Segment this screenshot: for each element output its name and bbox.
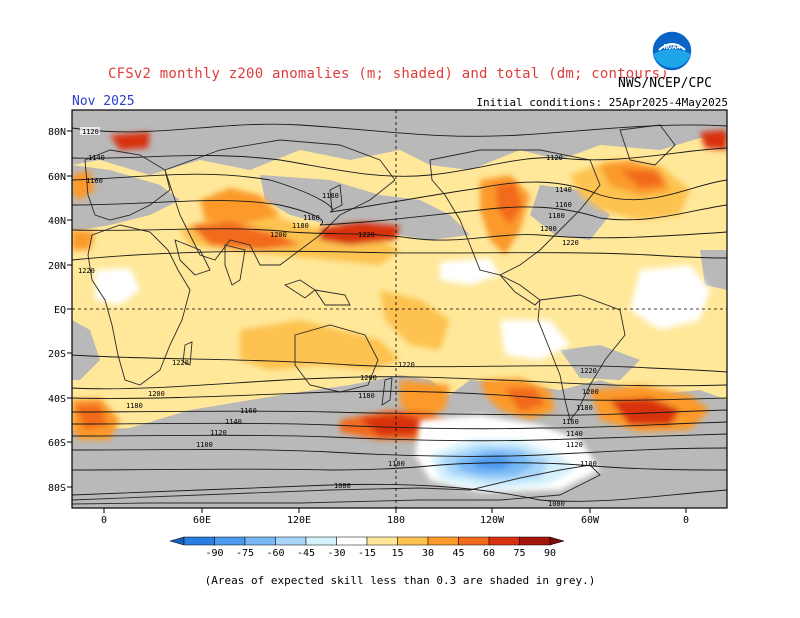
low-skill-mask <box>72 110 727 508</box>
contour-label: 1120 <box>82 128 99 136</box>
contour-label: 1180 <box>322 192 339 200</box>
contour-label: 1220 <box>562 239 579 247</box>
lon-label: 120W <box>480 515 505 526</box>
colorbar-label: -15 <box>358 548 376 559</box>
lon-label: 0 <box>683 515 689 526</box>
contour-label: 1180 <box>292 222 309 230</box>
contour-label: 1080 <box>334 482 351 490</box>
contour-label: 1140 <box>225 418 242 426</box>
contour-label: 1160 <box>555 201 572 209</box>
lat-label: 80N <box>48 127 66 138</box>
colorbar-label: 30 <box>422 548 434 559</box>
colorbar-swatch <box>305 536 337 546</box>
neutral-anomaly-shading <box>95 258 710 492</box>
contour-label: 1220 <box>580 367 597 375</box>
colorbar-label: -60 <box>266 548 284 559</box>
contour-label: 1120 <box>546 154 563 162</box>
negative-anomaly-shading <box>430 440 575 490</box>
lon-label: 180 <box>387 515 405 526</box>
contour-label: 1220 <box>398 361 415 369</box>
lat-label: 20N <box>48 261 66 272</box>
map-title: CFSv2 monthly z200 anomalies (m; shaded)… <box>108 66 669 82</box>
colorbar-label: 60 <box>483 548 495 559</box>
contour-label: 1200 <box>360 374 377 382</box>
lat-label: 80S <box>48 483 66 494</box>
contour-label: 1200 <box>148 390 165 398</box>
lon-label: 60E <box>193 515 211 526</box>
contour-label: 1220 <box>172 359 189 367</box>
contour-label: 1200 <box>582 388 599 396</box>
contour-label: 1160 <box>86 177 103 185</box>
forecast-month: Nov 2025 <box>72 94 135 109</box>
colorbar: -90 -75 -60 -45 -30 -15 15 30 45 60 75 90 <box>170 536 565 559</box>
noaa-logo-icon: NOAA <box>651 30 693 72</box>
colorbar-end-high <box>549 536 565 546</box>
coastlines <box>72 124 676 505</box>
colorbar-swatch <box>214 536 246 546</box>
contour-label: 1080 <box>548 500 565 508</box>
contour-label: 1140 <box>88 154 105 162</box>
colorbar-swatch <box>519 536 551 546</box>
lon-label: 60W <box>581 515 600 526</box>
latitude-axis: 80N 60N 40N 20N EQ 20S 40S 60S 80S <box>48 127 66 494</box>
skill-footnote: (Areas of expected skill less than 0.3 a… <box>204 574 596 587</box>
contour-label: 1120 <box>210 429 227 437</box>
colorbar-label: 90 <box>544 548 556 559</box>
contour-label: 1140 <box>555 186 572 194</box>
contour-label: 1160 <box>303 214 320 222</box>
contour-label: 1200 <box>540 225 557 233</box>
lat-label: 60S <box>48 438 66 449</box>
height-contours <box>72 123 727 502</box>
colorbar-label: -75 <box>236 548 254 559</box>
contour-label: 1100 <box>580 460 597 468</box>
colorbar-label: -45 <box>297 548 315 559</box>
lat-label: 40S <box>48 394 66 405</box>
lat-label: EQ <box>54 305 66 316</box>
colorbar-swatch <box>458 536 490 546</box>
contour-label: 1100 <box>388 460 405 468</box>
colorbar-swatch <box>366 536 398 546</box>
colorbar-label: -90 <box>205 548 223 559</box>
contour-label: 1180 <box>576 404 593 412</box>
positive-anomaly-shading <box>72 130 727 470</box>
contour-label: 1120 <box>566 441 583 449</box>
noaa-logo-text: NOAA <box>664 43 682 51</box>
contour-label: 1140 <box>566 430 583 438</box>
lon-label: 0 <box>101 515 107 526</box>
colorbar-swatch <box>488 536 520 546</box>
lat-label: 40N <box>48 216 66 227</box>
contour-label: 1160 <box>240 407 257 415</box>
lat-label: 20S <box>48 349 66 360</box>
colorbar-label: 15 <box>391 548 403 559</box>
lat-label: 60N <box>48 172 66 183</box>
colorbar-label: 75 <box>513 548 525 559</box>
contour-label: 1180 <box>126 402 143 410</box>
colorbar-label: 45 <box>452 548 464 559</box>
colorbar-swatch <box>397 536 429 546</box>
lon-label: 120E <box>287 515 311 526</box>
contour-label: 1180 <box>548 212 565 220</box>
contour-label: 1160 <box>562 418 579 426</box>
colorbar-swatch <box>275 536 307 546</box>
colorbar-end-low <box>170 536 185 546</box>
contour-label: 1220 <box>358 231 375 239</box>
agency-label: NWS/NCEP/CPC <box>618 76 712 91</box>
longitude-axis: 0 60E 120E 180 120W 60W 0 <box>101 515 689 526</box>
contour-label: 1220 <box>78 267 95 275</box>
colorbar-label: -30 <box>327 548 345 559</box>
contour-label: 1180 <box>358 392 375 400</box>
initial-conditions: Initial conditions: 25Apr2025-4May2025 <box>476 96 728 109</box>
colorbar-swatch <box>183 536 215 546</box>
contour-label-group: 1120 1140 1160 1180 1160 1180 1200 1220 … <box>78 127 599 508</box>
contour-label: 1200 <box>270 231 287 239</box>
colorbar-swatch <box>336 536 368 546</box>
colorbar-swatch <box>427 536 459 546</box>
contour-label: 1100 <box>196 441 213 449</box>
colorbar-swatch <box>244 536 276 546</box>
